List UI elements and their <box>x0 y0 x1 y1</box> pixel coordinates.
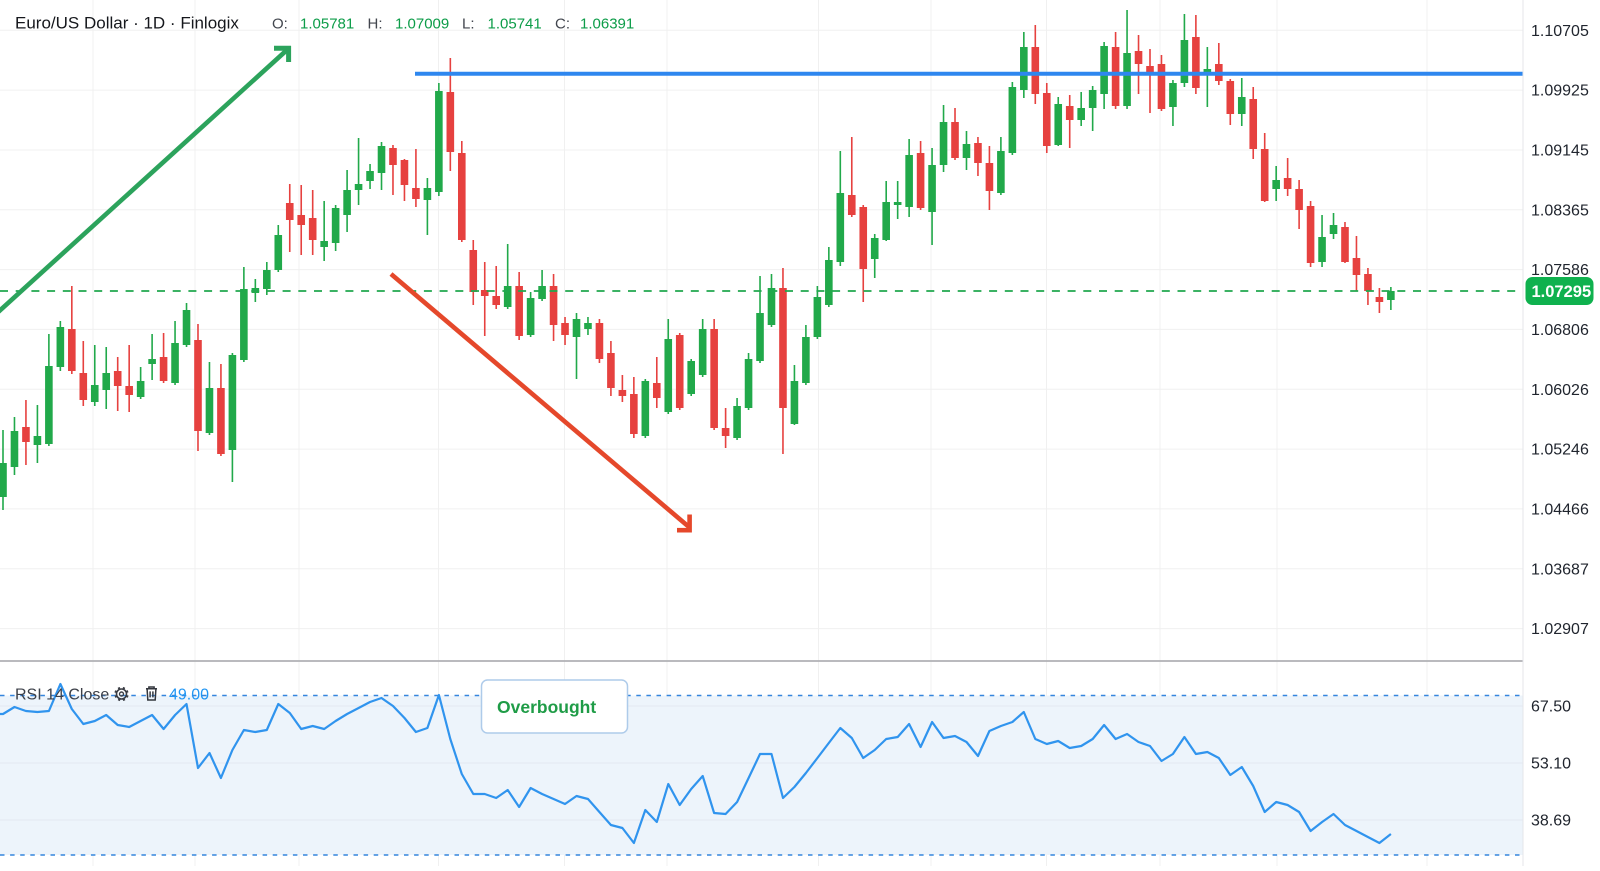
svg-text:1.09925: 1.09925 <box>1531 83 1589 100</box>
svg-text:1.06391: 1.06391 <box>580 16 634 33</box>
svg-text:1.06026: 1.06026 <box>1531 382 1589 399</box>
svg-text:C:: C: <box>555 16 570 33</box>
svg-text:1.08365: 1.08365 <box>1531 202 1589 219</box>
svg-text:1.05741: 1.05741 <box>488 16 542 33</box>
svg-text:1.04466: 1.04466 <box>1531 502 1589 519</box>
svg-text:1.05781: 1.05781 <box>300 16 354 33</box>
svg-text:1.02907: 1.02907 <box>1531 621 1589 638</box>
svg-text:1.07009: 1.07009 <box>395 16 449 33</box>
svg-text:1.05246: 1.05246 <box>1531 442 1589 459</box>
svg-text:O:: O: <box>272 16 288 33</box>
svg-text:L:: L: <box>462 16 475 33</box>
svg-text:67.50: 67.50 <box>1531 698 1571 715</box>
svg-text:Euro/US Dollar · 1D · Finlogix: Euro/US Dollar · 1D · Finlogix <box>15 14 239 33</box>
svg-text:RSI 14 Close: RSI 14 Close <box>15 687 109 704</box>
svg-text:1.06806: 1.06806 <box>1531 322 1589 339</box>
svg-text:49.00: 49.00 <box>169 687 209 704</box>
svg-text:1.09145: 1.09145 <box>1531 143 1589 160</box>
svg-text:H:: H: <box>368 16 383 33</box>
svg-text:1.07586: 1.07586 <box>1531 262 1589 279</box>
svg-text:Overbought: Overbought <box>497 697 596 717</box>
svg-text:1.03687: 1.03687 <box>1531 561 1589 578</box>
svg-text:53.10: 53.10 <box>1531 755 1571 772</box>
svg-text:1.07295: 1.07295 <box>1532 283 1592 301</box>
svg-text:1.10705: 1.10705 <box>1531 23 1589 40</box>
svg-text:38.69: 38.69 <box>1531 812 1571 829</box>
